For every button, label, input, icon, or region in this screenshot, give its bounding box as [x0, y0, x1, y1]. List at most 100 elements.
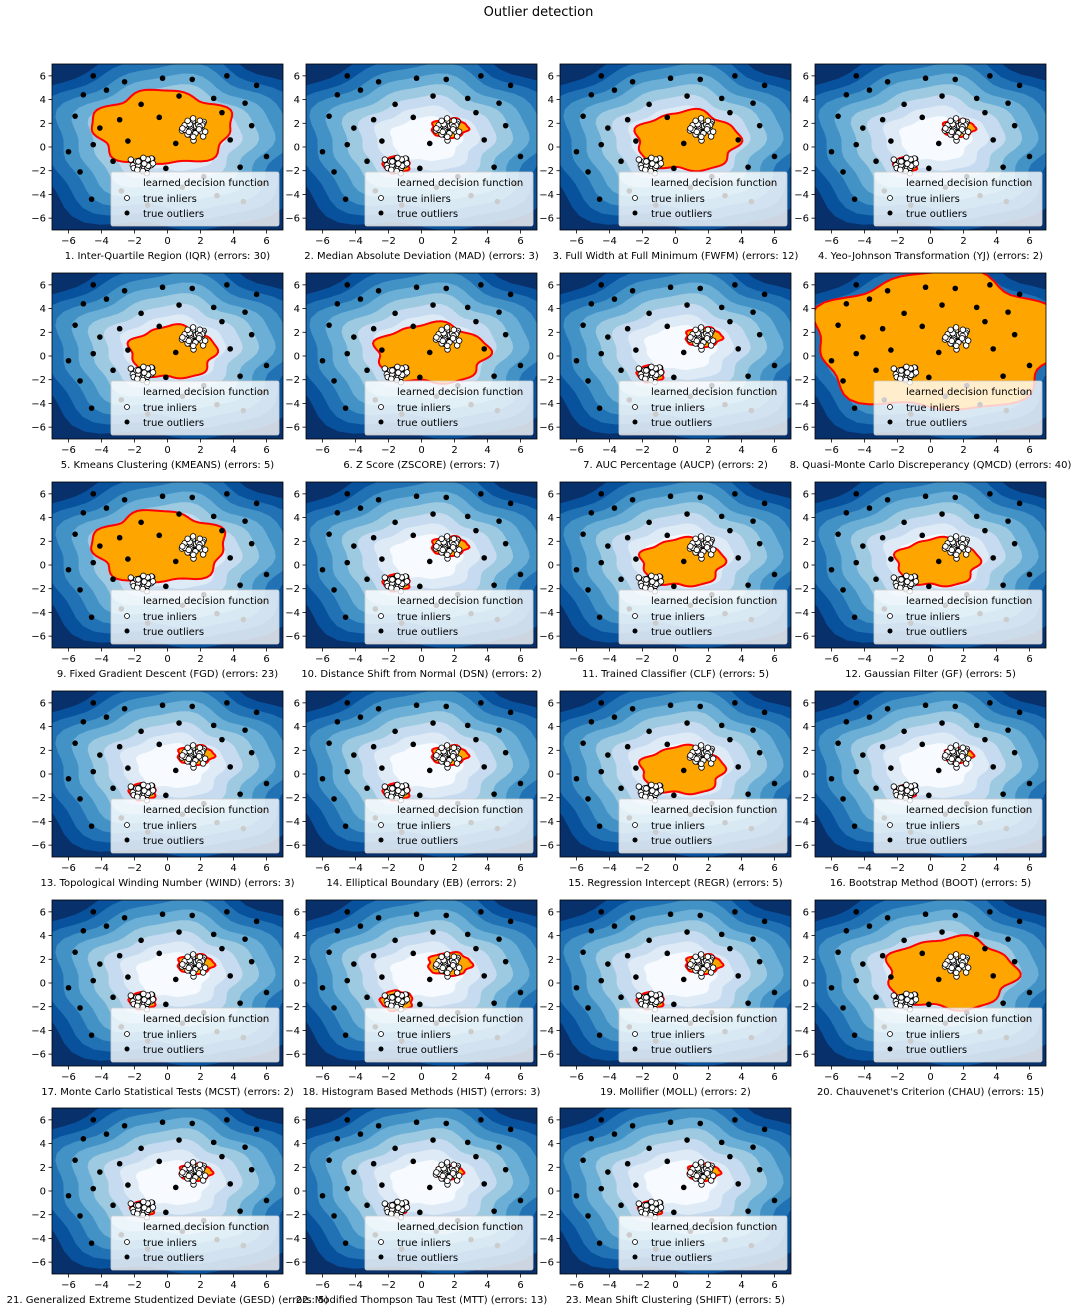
outlier-point: [735, 137, 741, 143]
y-tick-label: −6: [794, 423, 809, 434]
subplot-20: −6 −4 −2 0 2 4 6 −6 −4 −2 0 2 4 6 20. Chauvenet's Crit…: [794, 899, 1047, 1098]
outlier-point: [464, 304, 471, 311]
inlier-point: [433, 334, 440, 341]
x-tick-label: 0: [164, 445, 170, 456]
y-tick-label: −6: [31, 841, 46, 852]
outlier-point: [667, 1119, 674, 1126]
outlier-point: [664, 532, 671, 539]
inlier-point: [395, 787, 402, 794]
outlier-point: [253, 500, 260, 507]
legend-entry: learned decision function: [397, 178, 523, 189]
inlier-point: [687, 125, 694, 132]
legend-marker-inlier: [632, 1239, 638, 1245]
outlier-point: [745, 1000, 751, 1006]
outlier-point: [605, 125, 611, 131]
outlier-point: [939, 511, 945, 517]
outlier-point: [618, 785, 624, 792]
outlier-point: [884, 705, 891, 712]
outlier-point: [671, 165, 677, 172]
inlier-point: [704, 535, 712, 542]
legend-marker-outlier: [124, 419, 130, 425]
inlier-point: [201, 546, 209, 553]
subplot-9: −6 −4 −2 0 2 4 6 −6 −4 −2 0 2 4 6 9. Fixed Gradient De…: [31, 481, 284, 680]
legend-box: [618, 589, 788, 645]
inlier-point: [890, 365, 898, 372]
outlier-point: [935, 140, 942, 147]
legend-marker-outlier: [378, 1254, 384, 1260]
outlier-point: [727, 945, 733, 952]
y-tick-label: 0: [40, 1187, 46, 1198]
outlier-point: [973, 95, 980, 102]
x-tick-label: 2: [705, 1280, 711, 1291]
outlier-point: [1016, 291, 1023, 298]
inlier-point: [189, 951, 197, 958]
legend-marker-inlier: [378, 195, 384, 201]
outlier-point: [860, 961, 866, 967]
inlier-point: [649, 369, 656, 376]
y-tick-label: −6: [794, 214, 809, 225]
outlier-point: [138, 310, 144, 317]
figure-title: Outlier detection: [483, 5, 594, 20]
outlier-point: [344, 1185, 351, 1192]
x-tick-label: 6: [771, 1072, 777, 1083]
outlier-point: [473, 945, 479, 952]
inlier-point: [703, 335, 711, 342]
outlier-point: [853, 559, 860, 566]
inlier-point: [196, 117, 204, 124]
legend-swatch-region: [882, 178, 898, 186]
outlier-point: [72, 740, 78, 746]
outlier-point: [605, 543, 611, 549]
inlier-point: [904, 996, 911, 1003]
outlier-point: [326, 949, 332, 955]
legend-entry: true outliers: [651, 418, 712, 429]
inlier-point: [184, 1161, 191, 1169]
inlier-point: [127, 365, 135, 372]
x-tick-label: −4: [602, 445, 617, 456]
x-tick-label: 6: [771, 863, 777, 874]
inlier-point: [709, 1172, 717, 1179]
outlier-point: [176, 511, 182, 517]
outlier-point: [860, 334, 866, 340]
inlier-point: [693, 128, 700, 136]
inlier-point: [687, 1169, 694, 1176]
y-tick-label: 2: [40, 955, 46, 966]
outlier-point: [935, 349, 942, 356]
x-tick-label: −2: [635, 654, 650, 665]
legend-entry: true inliers: [651, 1238, 705, 1249]
outlier-point: [573, 357, 580, 364]
x-tick-label: 2: [451, 1072, 457, 1083]
outlier-point: [580, 740, 586, 746]
inlier-point: [947, 117, 954, 125]
outlier-point: [97, 334, 103, 340]
outlier-point: [517, 571, 524, 578]
outlier-point: [77, 587, 83, 593]
inlier-point: [179, 752, 186, 759]
legend-marker-inlier: [887, 404, 893, 410]
y-tick-label: 0: [548, 352, 554, 363]
outlier-point: [664, 323, 671, 330]
inlier-point: [135, 367, 142, 374]
outlier-point: [990, 137, 996, 143]
inlier-point: [403, 578, 411, 585]
y-tick-label: 4: [548, 722, 554, 733]
x-tick-label: 4: [484, 236, 490, 247]
outlier-point: [227, 764, 233, 770]
y-tick-label: −2: [285, 1002, 300, 1013]
outlier-point: [464, 1139, 471, 1146]
legend-marker-outlier: [887, 210, 893, 216]
outlier-point: [919, 950, 926, 957]
outlier-point: [633, 765, 639, 771]
y-tick-label: −4: [539, 608, 554, 619]
inlier-point: [703, 126, 711, 133]
inlier-point: [444, 969, 451, 977]
outlier-point: [77, 1005, 83, 1011]
outlier-point: [596, 405, 603, 411]
x-tick-label: 2: [197, 1072, 203, 1083]
outlier-point: [771, 989, 778, 996]
inlier-point: [948, 337, 955, 345]
y-tick-label: 6: [548, 71, 554, 82]
y-tick-label: −4: [31, 190, 46, 201]
y-tick-label: 0: [294, 979, 300, 990]
outlier-point: [853, 350, 860, 357]
y-tick-label: −6: [794, 1050, 809, 1061]
